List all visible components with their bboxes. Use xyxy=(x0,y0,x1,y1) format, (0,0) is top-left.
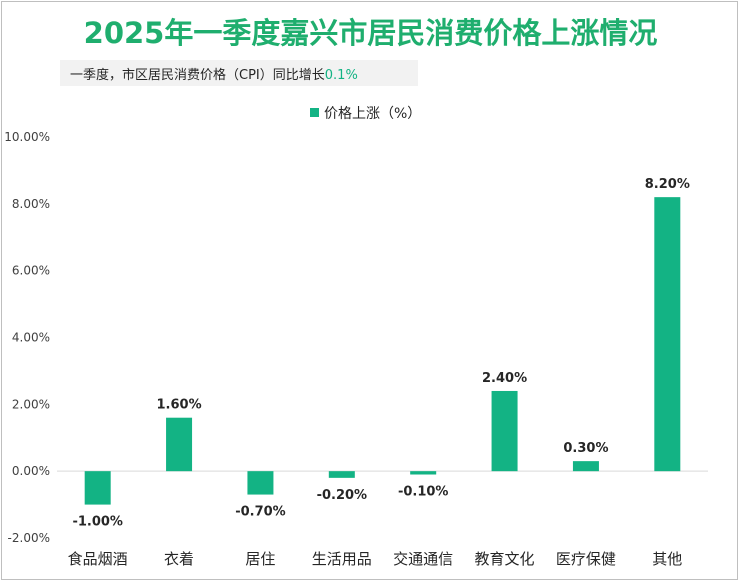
category-label: 医疗保健 xyxy=(556,550,616,568)
y-tick-label: -2.00% xyxy=(8,531,50,545)
data-label: -0.70% xyxy=(235,505,286,520)
y-tick-label: 10.00% xyxy=(4,130,50,144)
bar xyxy=(166,417,193,472)
data-label: -0.20% xyxy=(317,488,368,503)
data-label: 0.30% xyxy=(563,441,608,456)
data-label: 1.60% xyxy=(157,398,202,413)
category-label: 衣着 xyxy=(164,550,194,568)
bar xyxy=(572,461,599,472)
y-tick-label: 0.00% xyxy=(12,464,50,478)
legend-swatch xyxy=(310,108,319,117)
category-label: 其他 xyxy=(652,550,682,568)
category-label: 生活用品 xyxy=(312,550,372,568)
bar xyxy=(328,471,355,478)
y-tick-label: 2.00% xyxy=(12,397,50,411)
subtitle-value: 0.1% xyxy=(324,68,358,83)
legend-label: 价格上涨（%） xyxy=(324,106,421,122)
category-label: 居住 xyxy=(245,550,275,568)
bar xyxy=(491,390,518,472)
subtitle-box: 一季度，市区居民消费价格（CPI）同比增长0.1% xyxy=(60,60,418,86)
y-tick-label: 4.00% xyxy=(12,331,50,345)
data-label: 8.20% xyxy=(645,177,690,192)
bar xyxy=(84,471,111,505)
category-label: 交通通信 xyxy=(393,550,453,568)
y-tick-label: 8.00% xyxy=(12,197,50,211)
y-tick-label: 6.00% xyxy=(12,264,50,278)
subtitle-text: 一季度，市区居民消费价格（CPI）同比增长 xyxy=(70,68,325,83)
data-label: 2.40% xyxy=(482,371,527,386)
chart-title: 2025年一季度嘉兴市居民消费价格上涨情况 xyxy=(83,16,658,50)
bar xyxy=(410,471,437,475)
category-label: 教育文化 xyxy=(475,550,535,568)
category-label: 食品烟酒 xyxy=(68,550,128,568)
data-label: -1.00% xyxy=(72,515,123,530)
data-label: -0.10% xyxy=(398,485,449,500)
bar xyxy=(654,197,681,472)
bar xyxy=(247,471,274,495)
